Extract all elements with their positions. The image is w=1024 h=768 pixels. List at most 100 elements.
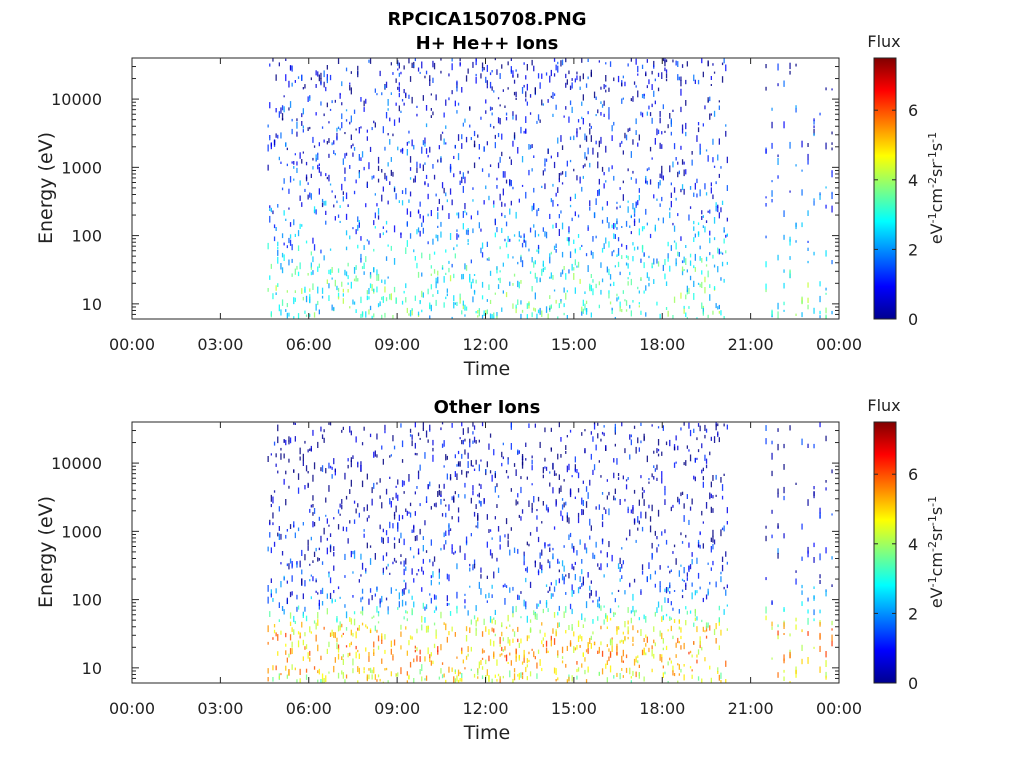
spectrogram-cell (462, 172, 464, 179)
spectrogram-cell (704, 183, 706, 190)
spectrogram-cell (414, 58, 416, 62)
spectrogram-cell (526, 64, 528, 71)
spectrogram-cell (390, 671, 392, 677)
spectrogram-cell (813, 443, 815, 449)
spectrogram-cell (541, 521, 543, 524)
spectrogram-cell (765, 615, 767, 621)
spectrogram-cell (561, 646, 564, 654)
spectrogram-cell (278, 526, 280, 531)
spectrogram-cell (485, 659, 487, 665)
spectrogram-cell (533, 187, 535, 193)
spectrogram-cell (681, 128, 684, 134)
spectrogram-cell (645, 616, 647, 623)
spectrogram-cell (432, 238, 434, 245)
spectrogram-cell (555, 579, 557, 586)
spectrogram-cell (481, 675, 484, 680)
spectrogram-cell (531, 144, 533, 148)
spectrogram-cell (659, 654, 661, 661)
spectrogram-cell (389, 521, 391, 529)
spectrogram-cell (357, 461, 359, 464)
spectrogram-cell (601, 521, 604, 528)
spectrogram-cell (553, 470, 556, 476)
spectrogram-cell (661, 477, 663, 484)
spectrogram-cell (568, 226, 570, 233)
spectrogram-cell (683, 664, 685, 667)
spectrogram-cell (497, 567, 500, 573)
spectrogram-cell (485, 594, 487, 599)
spectrogram-cell (309, 95, 311, 99)
spectrogram-cell (301, 121, 303, 126)
spectrogram-cell (664, 485, 666, 490)
spectrogram-cell (453, 173, 455, 178)
spectrogram-cell (438, 489, 440, 496)
spectrogram-cell (419, 230, 421, 237)
spectrogram-cell (539, 552, 541, 559)
spectrogram-cell (600, 563, 602, 571)
spectrogram-cell (661, 616, 663, 622)
spectrogram-cell (489, 616, 492, 623)
spectrogram-cell (325, 468, 327, 474)
spectrogram-cell (699, 189, 701, 197)
spectrogram-cell (267, 288, 269, 292)
spectrogram-cell (777, 525, 779, 529)
spectrogram-cell (725, 679, 727, 683)
spectrogram-cell (574, 248, 576, 254)
spectrogram-cell (457, 494, 460, 498)
spectrogram-cell (555, 668, 557, 675)
spectrogram-cell (685, 79, 687, 85)
spectrogram-cell (493, 571, 495, 579)
spectrogram-cell (637, 630, 639, 633)
spectrogram-cell (619, 187, 621, 190)
spectrogram-cell (417, 470, 420, 473)
spectrogram-cell (598, 60, 600, 63)
spectrogram-cell (569, 603, 572, 610)
spectrogram-cell (777, 634, 779, 640)
spectrogram-cell (286, 529, 288, 532)
spectrogram-cell (451, 548, 453, 554)
spectrogram-cell (486, 258, 488, 261)
spectrogram-cell (430, 108, 432, 111)
spectrogram-cell (525, 458, 527, 461)
spectrogram-cell (382, 555, 384, 561)
spectrogram-cell (361, 606, 364, 611)
spectrogram-cell (525, 568, 527, 572)
spectrogram-cell (275, 632, 277, 637)
spectrogram-cell (584, 291, 586, 294)
spectrogram-cell (456, 473, 458, 480)
spectrogram-cell (637, 660, 639, 664)
spectrogram-cell (345, 271, 348, 277)
spectrogram-cell (429, 304, 431, 309)
spectrogram-cell (683, 169, 685, 177)
spectrogram-cell (681, 159, 684, 165)
spectrogram-cell (448, 530, 450, 536)
spectrogram-cell (590, 590, 592, 596)
spectrogram-cell (686, 577, 688, 581)
spectrogram-cell (360, 553, 362, 560)
spectrogram-cell (577, 620, 580, 627)
spectrogram-cell (712, 495, 714, 499)
spectrogram-cell (589, 637, 591, 644)
spectrogram-cell (344, 575, 346, 578)
spectrogram-cell (557, 204, 559, 207)
spectrogram-cell (281, 252, 284, 258)
spectrogram-cell (557, 677, 559, 681)
spectrogram-cell (505, 585, 508, 588)
spectrogram-cell (345, 611, 348, 619)
spectrogram-cell (320, 535, 322, 543)
spectrogram-cell (614, 497, 616, 501)
spectrogram-cell (433, 269, 436, 274)
spectrogram-cell (456, 656, 458, 659)
spectrogram-cell (525, 606, 527, 610)
spectrogram-cell (765, 64, 767, 69)
spectrogram-cell (537, 73, 540, 79)
spectrogram-cell (336, 285, 338, 291)
spectrogram-cell (622, 640, 624, 644)
x-tick-label: 18:00 (639, 699, 685, 718)
spectrogram-cell (387, 99, 389, 106)
spectrogram-cell (709, 451, 711, 456)
spectrogram-cell (414, 295, 416, 301)
spectrogram-cell (472, 422, 474, 427)
spectrogram-cell (677, 213, 679, 217)
spectrogram-cell (568, 534, 570, 540)
